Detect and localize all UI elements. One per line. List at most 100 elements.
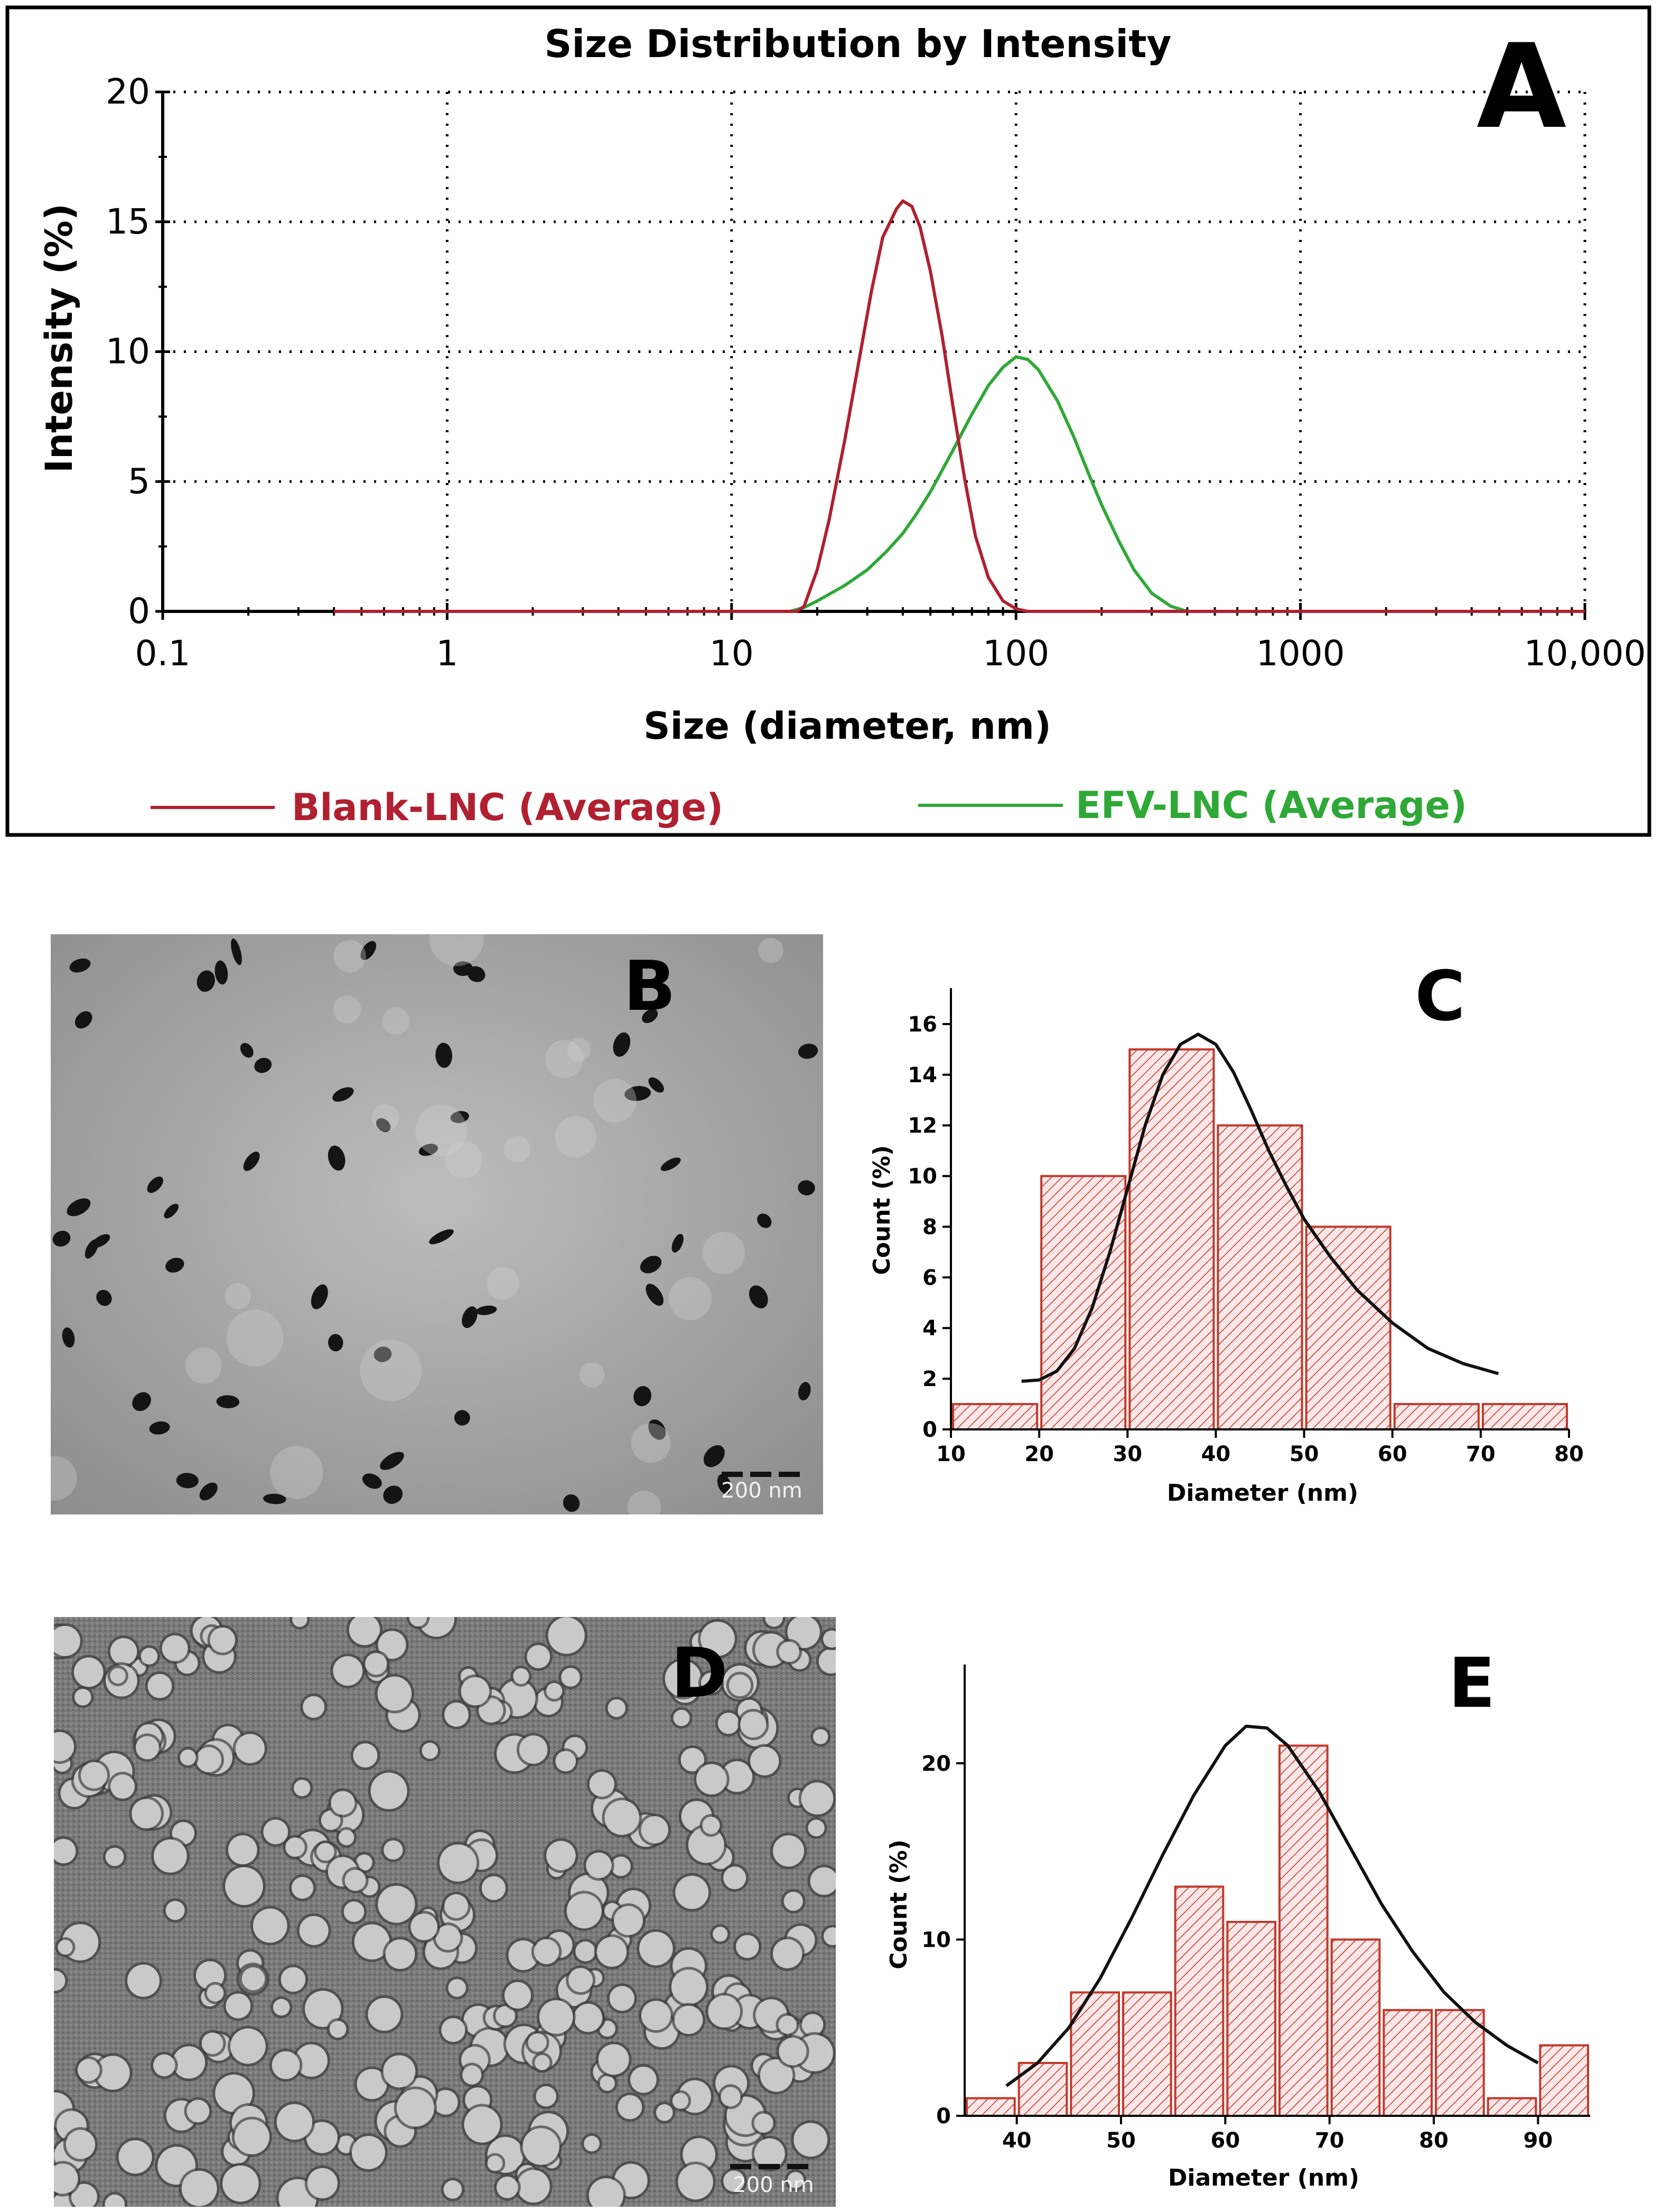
tem-particle (383, 1485, 403, 1504)
tem-particle (448, 1979, 466, 1997)
tem-particle (642, 1009, 658, 1024)
tem-particle (750, 1746, 779, 1776)
tem-particle (779, 1641, 799, 1662)
tem-particle (294, 1779, 311, 1797)
panel-c-letter: C (1415, 956, 1465, 1036)
tem-particle (118, 2140, 152, 2174)
tem-particle (243, 1151, 260, 1171)
tem-particle (207, 1984, 224, 2002)
histogram-ytick-label: 6 (922, 1266, 937, 1290)
tem-particle (563, 1494, 580, 1512)
tem-particle (263, 1819, 288, 1845)
tem-particle (292, 1617, 307, 1627)
tem-particle (272, 2051, 300, 2079)
tem-particle (110, 1638, 137, 1665)
histogram-xtick-label: 10 (936, 1442, 966, 1466)
tem-particle (231, 938, 242, 965)
histogram-ytick-label: 0 (922, 1418, 937, 1442)
tem-particle (721, 2087, 741, 2107)
tem-particle (299, 1916, 329, 1945)
tem-particle (678, 2164, 713, 2200)
tem-particle (153, 2054, 175, 2077)
tem-particle (760, 2059, 793, 2092)
panel-c-axes: 10 20 30 40 50 60 70 80 0 2 4 6 8 10 12 14 16 (908, 988, 1584, 1466)
tem-particle (306, 2122, 338, 2153)
tem-particle (723, 1866, 746, 1890)
tem-particle (201, 2032, 223, 2055)
panel-a-gridlines (163, 90, 1586, 611)
histogram-xtick-label: 40 (1002, 2129, 1032, 2153)
tem-particle (604, 1800, 640, 1835)
tem-particle (801, 2014, 824, 2036)
tem-particle (600, 2076, 615, 2091)
tem-particle (539, 2000, 573, 2034)
histogram-fit-line (1005, 1724, 1539, 2087)
tem-particle (376, 1118, 391, 1132)
panel-a-chart: Size Distribution by Intensity A 0.1 1 10 1… (5, 5, 1651, 837)
tem-particle (132, 1799, 162, 1829)
panel-e-xlabel: Diameter (nm) (1168, 2164, 1359, 2191)
panel-a-ytick-label: 0 (128, 591, 150, 631)
tem-particle (356, 1854, 372, 1871)
tem-particle (329, 2021, 347, 2038)
panel-a-xtick-label: 10,000 (1524, 633, 1646, 674)
tem-particle (328, 1145, 346, 1171)
tem-particle (702, 1816, 720, 1834)
tem-haze (486, 1267, 519, 1300)
tem-particle (639, 1931, 673, 1966)
histogram-bar (1017, 2061, 1068, 2117)
tem-haze (758, 937, 783, 963)
tem-particle (464, 2106, 500, 2143)
histogram-xtick-label: 90 (1523, 2129, 1553, 2153)
tem-particle (80, 1762, 107, 1789)
tem-particle (801, 1782, 834, 1815)
tem-particle (757, 1213, 772, 1228)
tem-particle (656, 2104, 673, 2121)
histogram-ytick-label: 16 (908, 1012, 937, 1037)
tem-particle (234, 2119, 269, 2154)
tem-particle (54, 1732, 74, 1762)
histogram-xtick-label: 30 (1113, 1442, 1142, 1466)
tem-particle (235, 1734, 265, 1763)
tem-particle (222, 2165, 259, 2202)
tem-particle (671, 1233, 684, 1253)
tem-particle (568, 1968, 593, 1993)
tem-particle (534, 1939, 559, 1964)
tem-particle (343, 1901, 365, 1922)
panel-e-fit-curve (1005, 1724, 1539, 2087)
tem-particle (696, 1764, 727, 1795)
tem-particle (331, 1791, 355, 1815)
tem-haze (702, 1232, 745, 1275)
panel-d-particles (54, 1617, 836, 2207)
tem-particle (528, 2033, 547, 2052)
tem-particle (74, 1011, 92, 1029)
tem-haze (382, 1007, 410, 1035)
tem-particle (333, 1656, 363, 1686)
tem-particle (589, 2178, 623, 2207)
tem-particle (180, 1749, 196, 1765)
tem-particle (52, 1231, 71, 1247)
tem-particle (522, 2128, 559, 2165)
tem-particle (368, 1997, 401, 2031)
panel-c-bars (952, 1048, 1568, 1431)
histogram-ytick-label: 12 (908, 1114, 937, 1138)
tem-particle (214, 960, 228, 985)
tem-haze (225, 1282, 251, 1309)
tem-particle (110, 1668, 126, 1684)
tem-particle (517, 2170, 550, 2203)
panel-a-frame (5, 5, 1651, 837)
tem-haze (668, 1277, 712, 1321)
panel-c-xlabel: Diameter (nm) (1167, 1480, 1358, 1507)
histogram-xtick-label: 60 (1210, 2129, 1240, 2153)
tem-particle (624, 1086, 651, 1101)
tem-haze (627, 1490, 661, 1514)
tem-particle (467, 966, 485, 982)
histogram-ytick-label: 14 (908, 1063, 937, 1088)
tem-particle (787, 1617, 820, 1648)
panel-a-legend: Blank-LNC (Average) EFV-LNC (Average) (151, 784, 1467, 829)
tem-particle (813, 1729, 828, 1744)
tem-particle (360, 941, 377, 960)
tem-particle (671, 1969, 706, 2004)
tem-particle (701, 1621, 735, 1656)
tem-particle (546, 1683, 563, 1699)
